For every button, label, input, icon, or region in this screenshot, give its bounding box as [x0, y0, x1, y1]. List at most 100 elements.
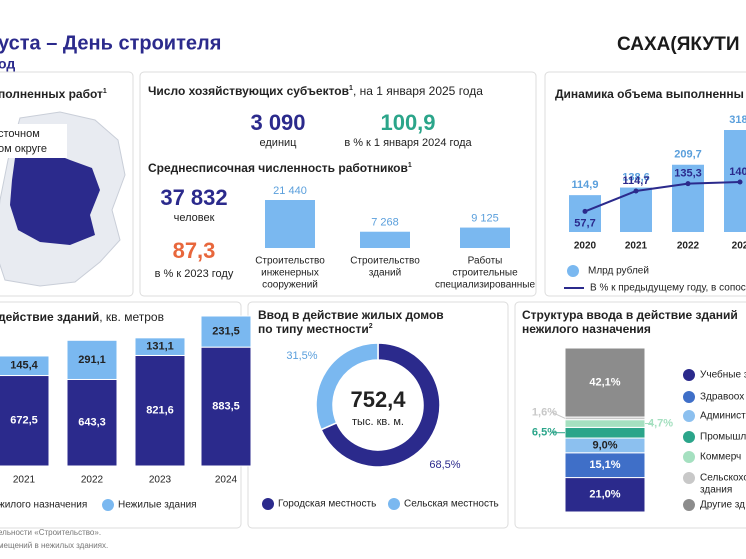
value-label: 4,7% [648, 417, 673, 429]
bar-segment [0, 355, 50, 377]
bar-segment [66, 378, 118, 467]
panel [139, 71, 537, 297]
bar-segment [200, 315, 252, 348]
value-label: 42,1% [589, 376, 620, 388]
title-text: , кв. метров [99, 310, 164, 324]
bar-segment [66, 339, 118, 380]
donut-segment [315, 342, 379, 431]
logo: САХА(ЯКУТИ [617, 34, 740, 55]
title-text: действие зданий [0, 310, 99, 324]
value-label: 135,3 [674, 168, 702, 180]
category-label: специализированные [435, 280, 536, 291]
title-text: Ввод в действие жилых домов [258, 308, 444, 322]
value-label: 140, [729, 166, 746, 178]
center-value: 752,4 [350, 387, 406, 412]
stat-unit: человек [174, 212, 215, 224]
stat-unit: единиц [260, 137, 298, 149]
map-label-box [0, 124, 67, 158]
line [584, 181, 741, 213]
legend-label: Млрд рублей [588, 265, 649, 277]
value-label: 9,0% [592, 439, 617, 451]
stat-value: 3 090 [250, 110, 305, 135]
panel-title: Структура ввода в действие зданий [522, 308, 738, 322]
legend-marker [102, 499, 114, 511]
legend-marker [388, 498, 400, 510]
legend-label: Учебные з [700, 369, 746, 381]
panel-title: Число хозяйствующих субъектов1, на 1 янв… [148, 84, 483, 98]
x-tick-label: 202 [732, 241, 746, 252]
value-label: 883,5 [212, 400, 240, 412]
value-label: 114,9 [572, 179, 599, 191]
legend-marker [683, 472, 695, 484]
value-label: 6,5% [532, 427, 557, 439]
value-label: 31,5% [286, 350, 317, 362]
legend-label: Промышл [700, 432, 746, 443]
value-label: 231,5 [212, 325, 240, 337]
legend-label: Городская местность [278, 499, 376, 510]
title-text: Среднесписочная численность работников [148, 161, 408, 175]
panel-title: по типу местности2 [258, 322, 373, 336]
panel-title: полненных работ1 [0, 87, 107, 101]
legend-marker [683, 451, 695, 463]
donut-segment [320, 342, 441, 468]
category-label: сооружений [262, 280, 318, 291]
map-label: сточном [0, 128, 40, 140]
value-label: 145,4 [10, 360, 38, 372]
bar-segment [134, 354, 186, 467]
value-label: 821,6 [146, 405, 174, 417]
value-label: 643,3 [78, 417, 106, 429]
category-label: строительные [452, 268, 518, 279]
page-subtitle: од [0, 56, 15, 72]
legend-marker [683, 431, 695, 443]
legend-label: Другие зд [700, 500, 745, 511]
stat-unit: в % к 2023 году [155, 268, 234, 280]
stat-value: 100,9 [380, 110, 435, 135]
value-label: 21 440 [273, 185, 307, 197]
value-label: 291,1 [78, 354, 106, 366]
legend-marker [262, 498, 274, 510]
legend-marker [683, 499, 695, 511]
bar [672, 164, 704, 232]
line-marker [685, 181, 691, 187]
bar-segment [564, 347, 646, 418]
map-label: ом округе [0, 143, 47, 155]
category-label: Строительство [255, 256, 325, 267]
legend-marker [567, 265, 579, 277]
bar [620, 187, 652, 232]
bar [460, 227, 510, 248]
value-label: 114,7 [623, 175, 650, 187]
value-label: 57,7 [574, 217, 595, 229]
x-tick-label: 2021 [625, 241, 648, 252]
bar [265, 200, 315, 248]
line-marker [582, 208, 588, 214]
legend-label: В % к предыдущему году, в сопос [590, 283, 746, 294]
x-tick-label: 2024 [215, 475, 238, 486]
title-text: полненных работ [0, 87, 103, 101]
panel-title: нежилого назначения [522, 322, 651, 336]
value-label: 68,5% [429, 459, 460, 471]
panel-title: Ввод в действие жилых домов [258, 308, 444, 322]
legend-label: Здравоох [700, 392, 744, 403]
center-unit: тыс. кв. м. [352, 416, 404, 428]
line-marker [737, 179, 743, 185]
bar [360, 231, 410, 248]
bar-segment [564, 477, 646, 513]
x-tick-label: 2021 [13, 475, 36, 486]
stat-value: 87,3 [173, 238, 216, 263]
category-label: Строительство [350, 256, 420, 267]
value-label: 15,1% [589, 459, 620, 471]
bar [724, 130, 746, 232]
leader-line [551, 411, 566, 419]
bar-segment [564, 426, 646, 439]
category-label: зданий [369, 268, 401, 279]
value-label: 9 125 [471, 212, 499, 224]
x-tick-label: 2022 [677, 241, 700, 252]
value-label: 318, [729, 114, 746, 126]
panel-title: Динамика объема выполненны [555, 87, 744, 101]
category-label: инженерных [261, 268, 319, 279]
legend-label: Админист [700, 411, 746, 422]
panel-title: действие зданий, кв. метров [0, 310, 164, 324]
value-label: 138,6 [622, 171, 650, 183]
